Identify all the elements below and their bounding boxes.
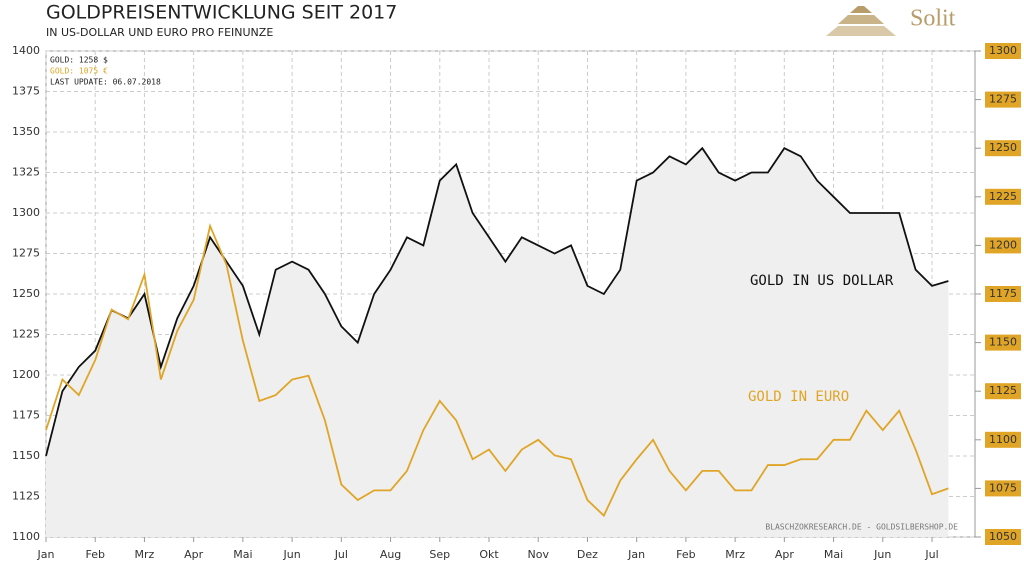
- y-tick-label: 1225: [12, 328, 40, 341]
- info-line: GOLD: 1258 $: [50, 56, 108, 65]
- y-tick-label: 1250: [12, 287, 40, 300]
- y2-tick-label: 1275: [989, 93, 1017, 106]
- x-tick-label: Jun: [873, 548, 891, 561]
- y-tick-label: 1125: [12, 490, 40, 503]
- y2-tick-box: [985, 140, 1021, 157]
- x-tick-label: Jul: [334, 548, 348, 561]
- y2-tick-box: [985, 43, 1021, 59]
- x-tick-label: Mrz: [135, 548, 155, 561]
- y2-tick-label: 1200: [989, 238, 1017, 251]
- y-tick-label: 1275: [12, 247, 40, 260]
- logo-text: Solit: [910, 6, 956, 32]
- y2-tick-box: [985, 188, 1021, 205]
- x-tick-label: Nov: [527, 548, 549, 561]
- y2-tick-label: 1175: [989, 287, 1017, 300]
- line: [45, 223, 949, 518]
- y-tick-label: 1200: [12, 368, 40, 381]
- y2-tick-box: [985, 91, 1021, 108]
- y2-tick-box: [985, 334, 1021, 351]
- y-tick-label: 1400: [12, 44, 40, 57]
- source: BLASCHZOKRESEARCH.DE - GOLDSILBERSHOP.DE: [765, 523, 958, 532]
- x-tick-label: Feb: [676, 548, 695, 561]
- y2-tick-label: 1075: [989, 481, 1017, 494]
- info-line: LAST UPDATE: 06.07.2018: [50, 78, 161, 87]
- y-tick-label: 1325: [12, 166, 40, 179]
- y-tick-label: 1375: [12, 85, 40, 98]
- x-tick-label: Sep: [429, 548, 450, 561]
- x-tick-label: Jan: [37, 548, 55, 561]
- x-tick-label: Jun: [283, 548, 301, 561]
- x-tick-label: Mrz: [725, 548, 745, 561]
- x-tick-label: Okt: [479, 548, 499, 561]
- y2-tick-box: [985, 529, 1021, 545]
- y2-tick-label: 1300: [989, 44, 1017, 57]
- y2-tick-box: [985, 286, 1021, 302]
- x-tick-label: Apr: [184, 548, 204, 561]
- y-tick-label: 1150: [12, 449, 40, 462]
- logo-icon: [826, 6, 896, 36]
- series-label: GOLD IN EURO: [748, 389, 849, 405]
- y2-tick-label: 1050: [989, 530, 1017, 543]
- y-tick-label: 1350: [12, 125, 40, 138]
- x-tick-label: Jul: [924, 548, 938, 561]
- x-tick-label: Dez: [577, 548, 598, 561]
- x-tick-label: Feb: [85, 548, 104, 561]
- y2-tick-box: [985, 431, 1021, 448]
- y-tick-label: 1300: [12, 206, 40, 219]
- y2-tick-box: [985, 480, 1021, 497]
- x-tick-label: Aug: [380, 548, 401, 561]
- x-tick-label: Mai: [233, 548, 252, 561]
- info-line: GOLD: 1075 €: [50, 67, 108, 76]
- line: [45, 146, 949, 457]
- area: [46, 148, 949, 537]
- y2-tick-label: 1150: [989, 336, 1017, 349]
- y2-tick-label: 1125: [989, 384, 1017, 397]
- x-tick-label: Jan: [627, 548, 645, 561]
- x-tick-label: Mai: [824, 548, 843, 561]
- y2-tick-box: [985, 237, 1021, 254]
- y2-tick-label: 1100: [989, 433, 1017, 446]
- chart-title: GOLDPREISENTWICKLUNG SEIT 2017: [46, 2, 397, 24]
- y2-tick-label: 1250: [989, 141, 1017, 154]
- y2-tick-label: 1225: [989, 190, 1017, 203]
- y-tick-label: 1100: [12, 530, 40, 543]
- y-tick-label: 1175: [12, 409, 40, 422]
- series-label: GOLD IN US DOLLAR: [750, 273, 894, 289]
- y2-tick-box: [985, 383, 1021, 400]
- chart-subtitle: IN US-DOLLAR UND EURO PRO FEINUNZE: [46, 26, 273, 39]
- x-tick-label: Apr: [775, 548, 795, 561]
